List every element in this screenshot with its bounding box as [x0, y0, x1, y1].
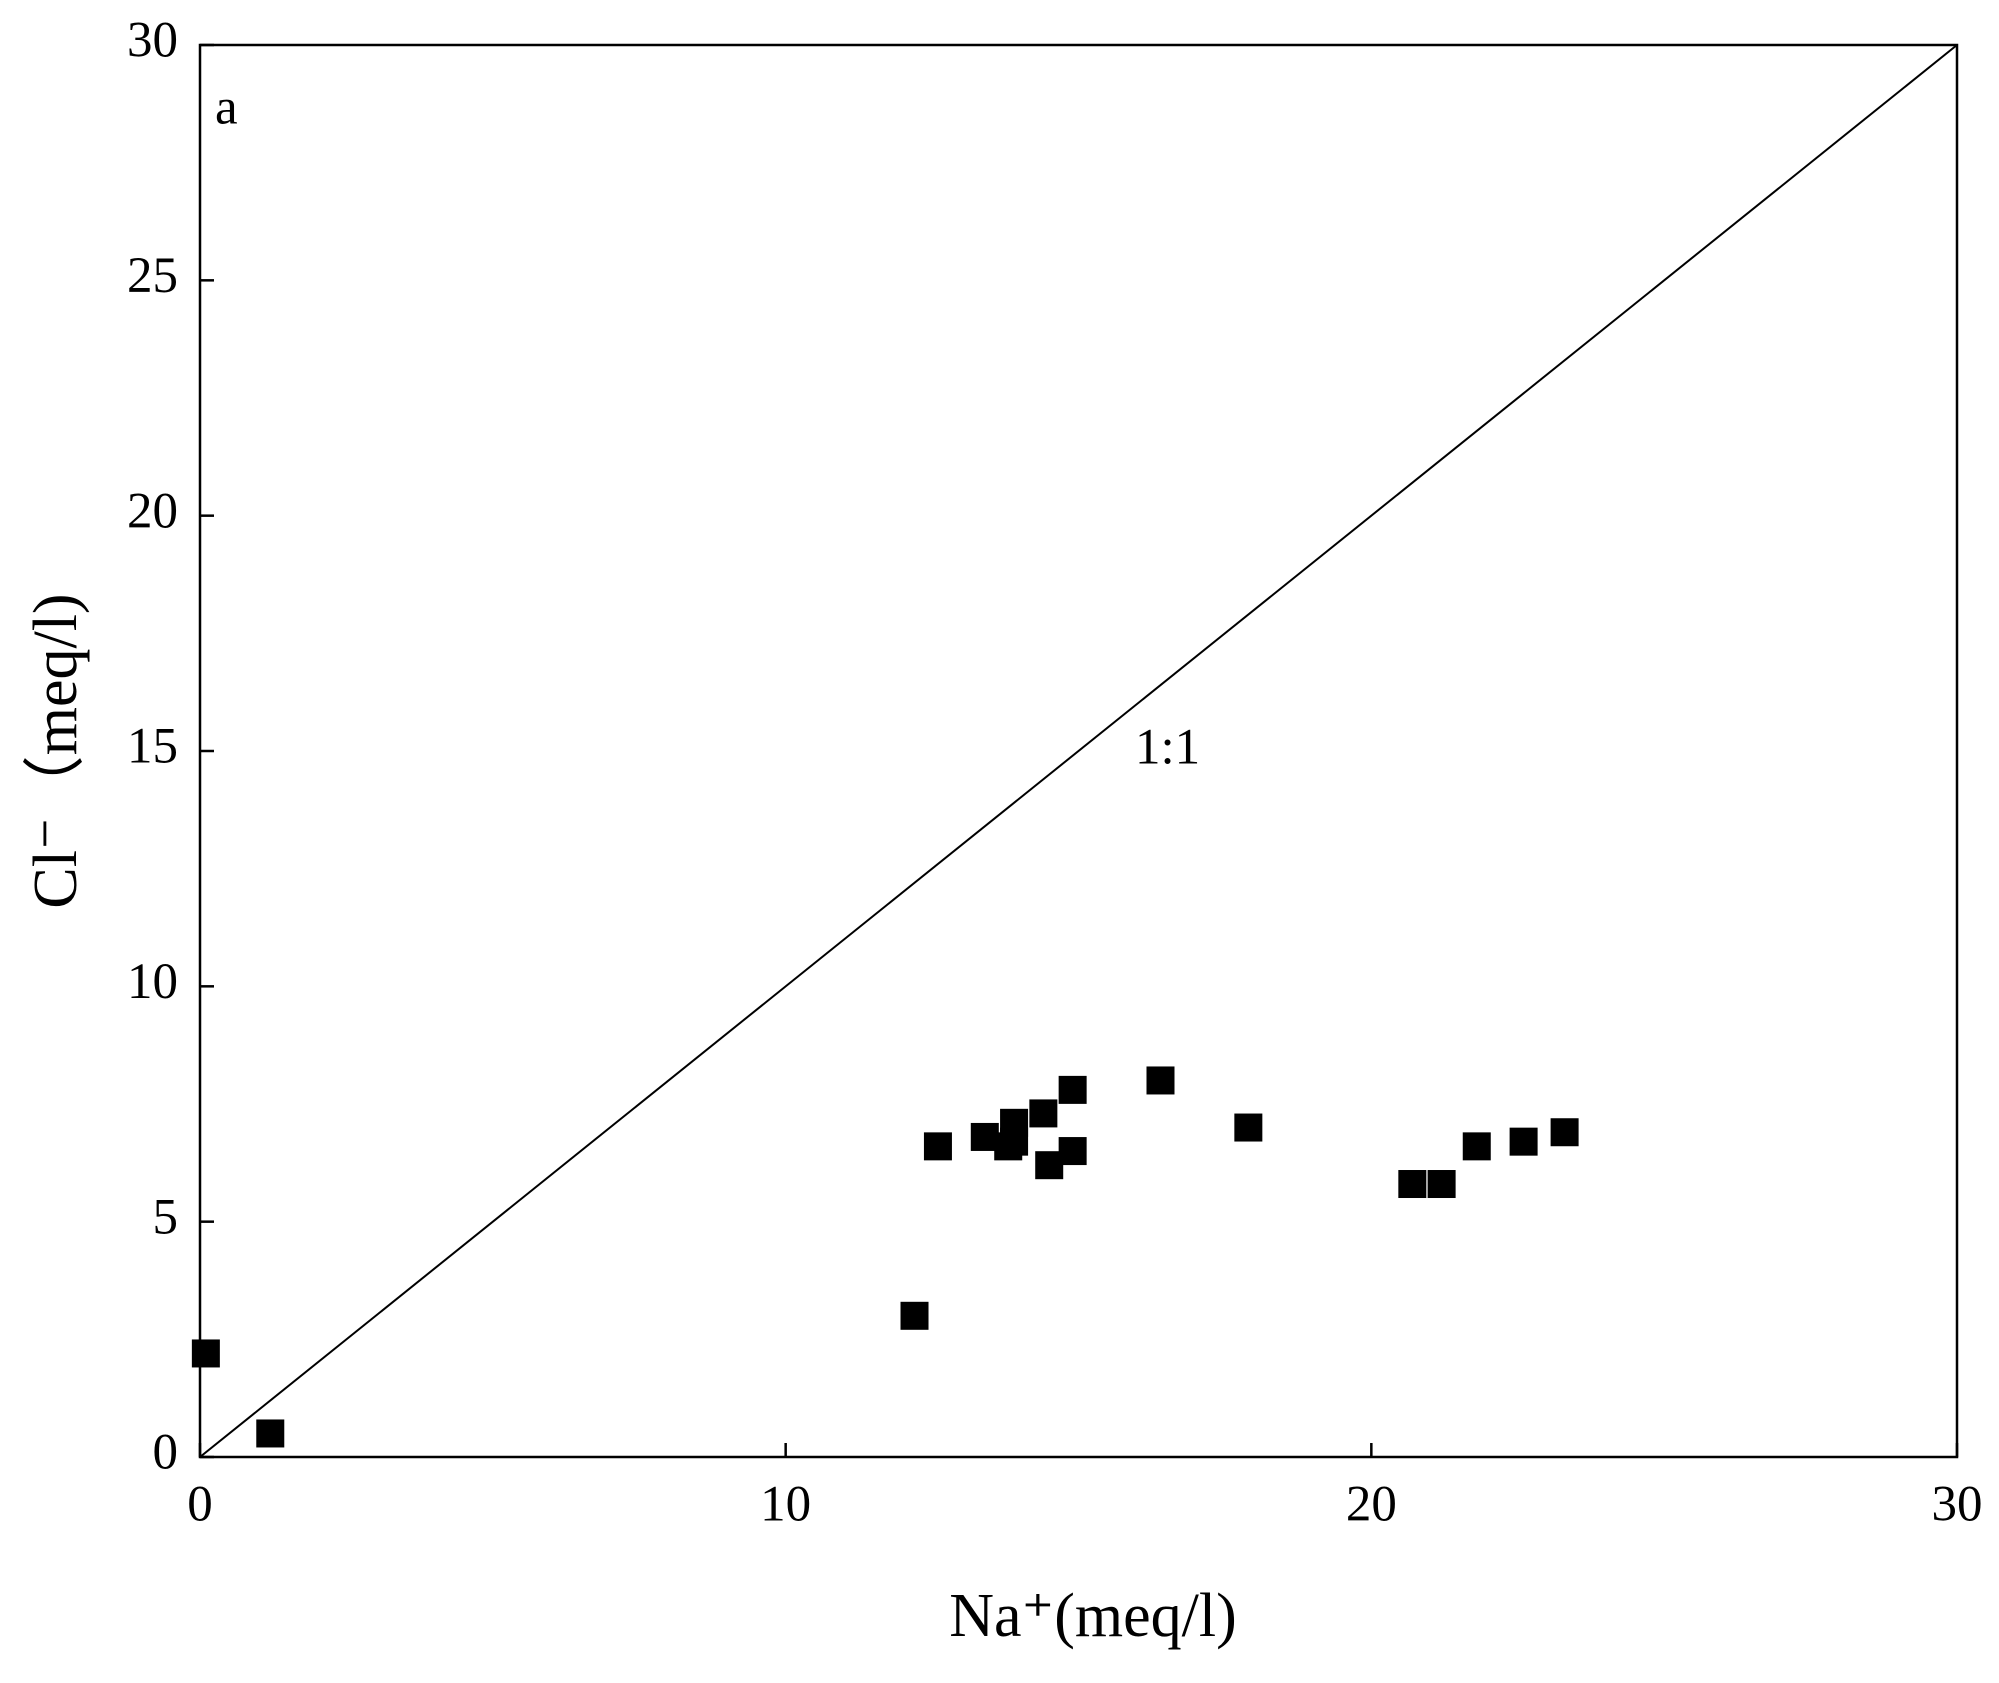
y-tick-label: 20 [127, 483, 178, 539]
point [191, 1339, 220, 1368]
point [1462, 1132, 1491, 1161]
point [1550, 1118, 1579, 1147]
x-tick-label: 10 [760, 1477, 811, 1533]
point [1058, 1075, 1087, 1104]
y-tick-label: 15 [127, 719, 178, 775]
y-tick-label: 25 [127, 248, 178, 304]
point [256, 1419, 285, 1448]
panel-label: a [215, 80, 238, 136]
point [970, 1122, 999, 1151]
y-tick-label: 5 [153, 1189, 179, 1245]
one-to-one-line [199, 44, 1958, 1458]
point [1029, 1099, 1058, 1128]
y-axis-label: Cl⁻（meq/l) [22, 593, 90, 908]
y-tick-label: 30 [127, 13, 178, 69]
point [1427, 1170, 1456, 1199]
x-axis-label: Na⁺(meq/l) [949, 1582, 1237, 1650]
point [1058, 1137, 1087, 1166]
point [1146, 1066, 1175, 1095]
y-tick-label: 10 [127, 954, 178, 1010]
point [1035, 1151, 1064, 1180]
point [923, 1132, 952, 1161]
x-tick-label: 30 [1932, 1477, 1983, 1533]
x-tick-label: 20 [1346, 1477, 1397, 1533]
y-tick-label: 0 [153, 1425, 179, 1481]
point [1509, 1127, 1538, 1156]
point [1000, 1127, 1029, 1156]
x-tick-label: 0 [187, 1477, 213, 1533]
point [900, 1301, 929, 1330]
point [1398, 1170, 1427, 1199]
point [1234, 1113, 1263, 1142]
line-label: 1:1 [1135, 720, 1200, 776]
